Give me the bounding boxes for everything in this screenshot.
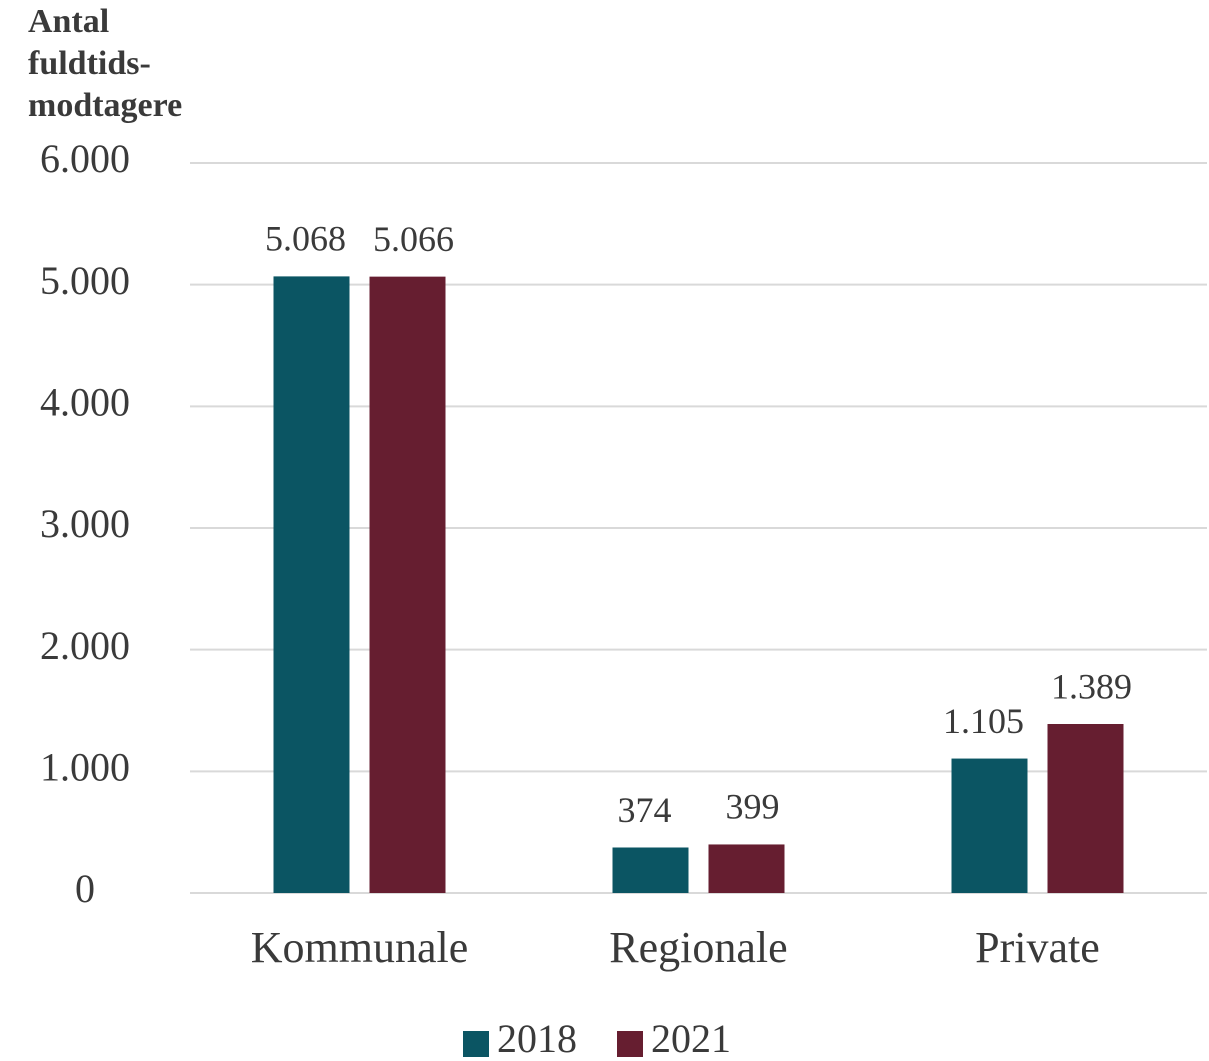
legend-swatch (463, 1031, 489, 1057)
y-axis-title: Antal (28, 3, 109, 40)
y-axis-title: fuldtids- (28, 45, 151, 82)
legend-label: 2018 (497, 1016, 577, 1061)
x-tick-label: Private (975, 923, 1100, 972)
data-label: 5.068 (265, 219, 346, 259)
data-label: 399 (726, 787, 780, 827)
x-tick-label: Regionale (609, 923, 787, 972)
bar (1047, 724, 1124, 893)
y-axis-title: modtagere (28, 87, 182, 124)
data-label: 1.105 (943, 701, 1024, 741)
bar (369, 276, 446, 893)
x-tick-label: Kommunale (251, 923, 469, 972)
data-label: 5.066 (373, 219, 454, 259)
bar (708, 844, 785, 893)
data-label: 1.389 (1051, 666, 1132, 706)
bar (612, 847, 689, 893)
y-tick-label: 6.000 (40, 136, 130, 181)
y-tick-label: 5.000 (40, 258, 130, 303)
y-tick-label: 3.000 (40, 501, 130, 546)
data-label: 374 (618, 790, 672, 830)
y-tick-label: 2.000 (40, 623, 130, 668)
y-tick-label: 4.000 (40, 380, 130, 425)
y-tick-label: 0 (75, 866, 95, 911)
y-tick-label: 1.000 (40, 745, 130, 790)
legend-swatch (617, 1031, 643, 1057)
bar (951, 758, 1028, 893)
legend-label: 2021 (651, 1016, 731, 1061)
bar (273, 276, 350, 894)
